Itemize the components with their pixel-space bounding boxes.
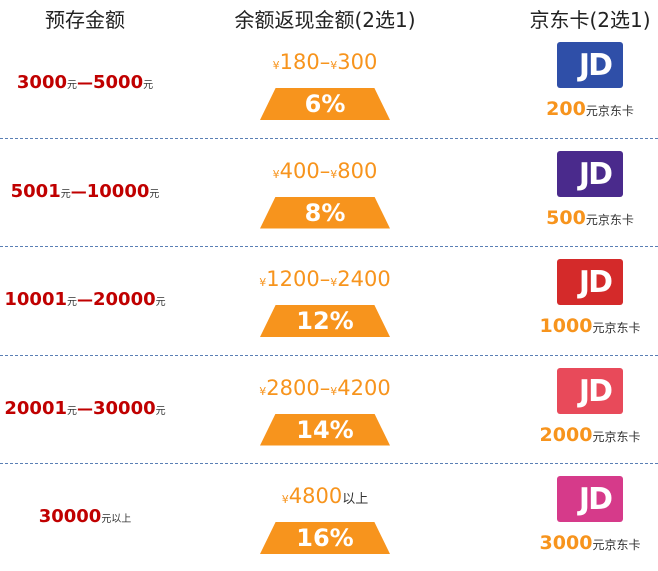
deposit-unit: 元 — [60, 188, 71, 200]
row-separator — [0, 463, 658, 464]
card-amount: 1000 — [539, 315, 593, 337]
card-amount: 3000 — [539, 532, 593, 554]
deposit-dash: — — [77, 73, 93, 92]
cashback-suffix: 以上 — [342, 492, 369, 507]
cashback-from: 2800 — [266, 375, 320, 400]
deposit-unit: 元 — [155, 405, 166, 417]
deposit-dash: — — [77, 290, 93, 309]
rate-badge: 12% — [260, 305, 390, 337]
cashback-to: 2400 — [337, 267, 391, 291]
deposit-dash: — — [70, 181, 87, 201]
card-amount: 200 — [546, 98, 586, 120]
cashback-range: ¥1200–¥2400 — [259, 267, 390, 291]
cashback-from: 400 — [279, 158, 320, 183]
row-separator — [0, 137, 658, 139]
card-logo: JD — [578, 373, 613, 409]
card-amount: 500 — [546, 206, 586, 229]
deposit-from: 3000 — [16, 72, 67, 93]
yen-sign: ¥ — [330, 59, 338, 72]
deposit-from: 10001 — [4, 289, 67, 310]
yen-sign: ¥ — [330, 276, 338, 289]
deposit-unit: 元 — [67, 297, 77, 308]
cashback-range: ¥2800–¥4200 — [259, 376, 390, 400]
cashback-range: ¥180–¥300 — [273, 50, 378, 74]
deposit-from: 30000 — [38, 506, 102, 527]
cashback-range: ¥400–¥800 — [273, 159, 378, 183]
rate-badge: 6% — [260, 88, 390, 120]
card-label: 200元京东卡 — [546, 98, 634, 120]
card-label: 1000元京东卡 — [540, 315, 641, 337]
card-unit: 元京东卡 — [592, 429, 641, 444]
column-header: 京东卡(2选1) — [529, 8, 651, 32]
yen-sign: ¥ — [259, 384, 267, 398]
card-label: 3000元京东卡 — [540, 532, 641, 554]
card-label: 500元京东卡 — [546, 207, 634, 229]
cashback-from: 4800 — [288, 484, 343, 508]
card-logo: JD — [578, 156, 613, 192]
card-unit: 元京东卡 — [585, 104, 634, 118]
rate-badge: 8% — [260, 196, 390, 229]
cashback-from: 180 — [279, 50, 320, 74]
deposit-unit: 元 — [143, 80, 154, 91]
cashback-dash: – — [319, 267, 331, 291]
yen-sign: ¥ — [281, 493, 289, 506]
jd-card: JD — [557, 150, 623, 197]
card-logo: JD — [578, 48, 613, 83]
deposit-unit: 元 — [67, 80, 77, 91]
jd-card: JD — [557, 259, 623, 305]
cashback-to: 800 — [337, 158, 378, 183]
column-header: 预存金额 — [45, 8, 125, 32]
card-label: 2000元京东卡 — [540, 424, 641, 446]
deposit-from: 20001 — [4, 397, 67, 419]
yen-sign: ¥ — [272, 59, 280, 72]
deposit-unit: 元 — [67, 405, 77, 417]
yen-sign: ¥ — [272, 167, 280, 181]
cashback-to: 300 — [337, 50, 378, 74]
card-logo: JD — [578, 482, 613, 517]
yen-sign: ¥ — [330, 167, 338, 181]
deposit-to: 10000 — [86, 180, 150, 202]
deposit-range: 20001元—30000元 — [4, 398, 165, 419]
card-logo: JD — [578, 265, 613, 300]
card-unit: 元京东卡 — [585, 212, 634, 227]
cashback-dash: – — [319, 50, 331, 74]
card-unit: 元京东卡 — [592, 321, 641, 335]
card-amount: 2000 — [539, 423, 593, 446]
yen-sign: ¥ — [330, 384, 338, 398]
rate-badge: 16% — [260, 522, 390, 554]
rate-badge: 14% — [260, 413, 390, 446]
jd-card: JD — [557, 42, 623, 88]
card-unit: 元京东卡 — [592, 538, 641, 552]
deposit-from: 5001 — [10, 180, 61, 202]
deposit-range: 10001元—20000元 — [4, 289, 165, 310]
deposit-range: 3000元—5000元 — [17, 72, 153, 93]
deposit-to: 30000 — [93, 397, 156, 419]
yen-sign: ¥ — [259, 276, 267, 289]
deposit-unit: 元 — [149, 188, 160, 200]
row-separator — [0, 354, 658, 356]
cashback-dash: – — [319, 375, 331, 400]
deposit-dash: — — [77, 398, 93, 418]
jd-card: JD — [557, 367, 623, 414]
cashback-from: 1200 — [266, 267, 320, 291]
deposit-unit: 元以上 — [101, 514, 132, 525]
cashback-range: ¥4800以上 — [282, 484, 368, 508]
column-header: 余额返现金额(2选1) — [234, 8, 416, 32]
cashback-dash: – — [319, 158, 331, 183]
deposit-to: 20000 — [93, 289, 156, 310]
deposit-range: 30000元以上 — [39, 506, 132, 527]
jd-card: JD — [557, 476, 623, 522]
deposit-to: 5000 — [93, 72, 144, 93]
row-separator — [0, 246, 658, 247]
deposit-range: 5001元—10000元 — [11, 181, 160, 202]
deposit-unit: 元 — [155, 297, 166, 308]
cashback-to: 4200 — [337, 375, 391, 400]
